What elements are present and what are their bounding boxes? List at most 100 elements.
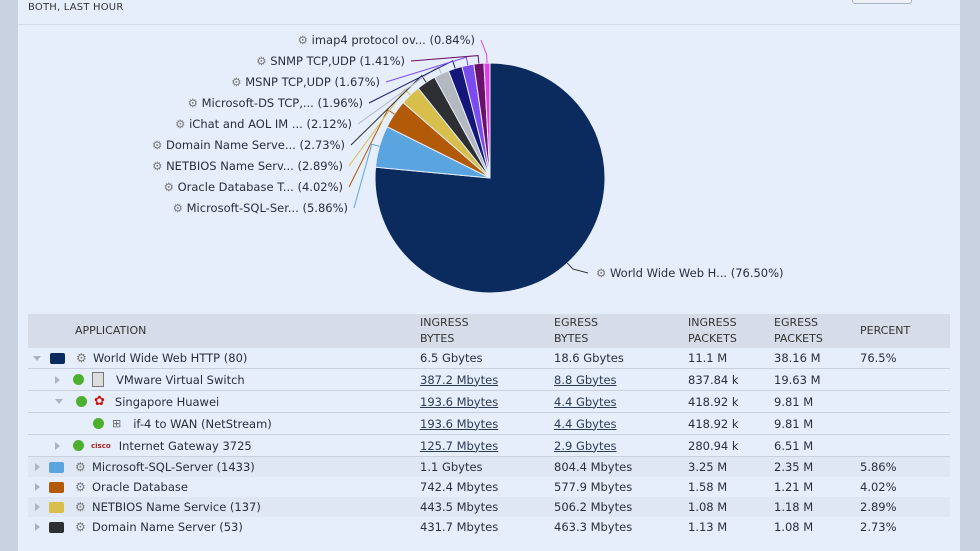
ingress-link[interactable]: 387.2 Mbytes (420, 372, 499, 387)
table-cell: ⚙ Oracle Database (28, 477, 420, 497)
gear-icon: ⚙ (173, 201, 187, 215)
table-cell: 125.7 Mbytes (420, 434, 554, 457)
table-cell: 1.1 Gbytes (420, 456, 554, 477)
table-cell: ⚙ NETBIOS Name Service (137) (28, 497, 420, 517)
text: EGRESS (554, 316, 599, 329)
node-name[interactable]: Internet Gateway 3725 (118, 438, 252, 453)
slice-label[interactable]: ⚙ MSNP TCP,UDP (1.67%) (231, 75, 380, 89)
slice-label[interactable]: ⚙ Domain Name Serve... (2.73%) (152, 138, 345, 152)
node-name[interactable]: Singapore Huawei (114, 394, 220, 409)
panel-menu-button[interactable] (852, 0, 912, 4)
table-row[interactable]: ⚙ Oracle Database 742.4 Mbytes 577.9 Mbyte… (28, 477, 950, 497)
slice-label[interactable]: ⚙ SNMP TCP,UDP (1.41%) (256, 54, 405, 68)
status-up-icon (76, 396, 87, 407)
status-up-icon (93, 418, 104, 429)
col-ingress-packets[interactable]: INGRESS PACKETS (688, 314, 774, 348)
table-row[interactable]: cisco Internet Gateway 3725 125.7 Mbytes 2… (28, 434, 950, 457)
egress-link[interactable]: 4.4 Gbytes (554, 394, 617, 409)
expand-icon[interactable] (35, 503, 40, 511)
color-swatch (49, 461, 64, 473)
app-name[interactable]: Oracle Database (92, 480, 188, 494)
app-name[interactable]: World Wide Web HTTP (80) (93, 351, 248, 365)
expand-icon[interactable] (55, 375, 60, 384)
slice-label[interactable]: ⚙ imap4 protocol ov... (0.84%) (298, 33, 475, 47)
table-cell: 9.81 M (774, 412, 860, 435)
gear-icon: ⚙ (188, 96, 202, 110)
egress-link[interactable]: 8.8 Gbytes (554, 372, 617, 387)
table-cell: 1.08 M (688, 497, 774, 517)
node-name[interactable]: VMware Virtual Switch (116, 372, 245, 387)
interface-name[interactable]: if-4 to WAN (NetStream) (133, 416, 272, 431)
slice-label[interactable]: ⚙ NETBIOS Name Serv... (2.89%) (152, 159, 343, 173)
table-cell: 5.86% (860, 456, 950, 477)
table-cell: 1.21 M (774, 480, 814, 494)
text: INGRESS (420, 316, 469, 329)
table-cell: 742.4 Mbytes (420, 480, 499, 494)
table-cell: 280.94 k (688, 434, 774, 457)
text: BYTES (420, 332, 455, 345)
ingress-link[interactable]: 193.6 Mbytes (420, 394, 499, 409)
gear-icon: ⚙ (152, 138, 166, 152)
expand-icon[interactable] (35, 463, 40, 471)
table-row[interactable]: ✿ Singapore Huawei 193.6 Mbytes 4.4 Gbytes… (28, 390, 950, 413)
pie-slice[interactable] (374, 62, 606, 294)
slice-label[interactable]: ⚙ World Wide Web H... (76.50%) (596, 266, 784, 280)
table-row[interactable]: ⊞ if-4 to WAN (NetStream) 193.6 Mbytes 4.4… (28, 412, 950, 435)
leader-line (480, 39, 488, 64)
collapse-icon[interactable] (33, 355, 41, 361)
divider (18, 24, 960, 25)
netflow-panel: BOTH, LAST HOUR ⚙ World Wide Web H... (7… (18, 0, 960, 551)
color-swatch (49, 521, 64, 533)
gear-icon: ⚙ (231, 75, 245, 89)
table-cell (860, 412, 950, 435)
table-cell: 193.6 Mbytes (420, 412, 554, 435)
egress-link[interactable]: 4.4 Gbytes (554, 416, 617, 431)
table-cell: 8.8 Gbytes (554, 368, 688, 391)
table-cell: 6.5 Gbytes (420, 348, 554, 369)
col-percent[interactable]: PERCENT (860, 314, 950, 348)
leader-line (567, 262, 589, 274)
huawei-logo-icon: ✿ (94, 394, 105, 409)
table-row[interactable]: ⚙ Microsoft-SQL-Server (1433) 1.1 Gbytes 8… (28, 456, 950, 477)
collapse-icon[interactable] (55, 399, 63, 404)
ingress-link[interactable]: 125.7 Mbytes (420, 438, 499, 453)
color-swatch (49, 481, 64, 493)
leader-line (353, 143, 380, 209)
table-cell: VMware Virtual Switch (28, 368, 420, 391)
slice-label[interactable]: ⚙ Microsoft-DS TCP,... (1.96%) (188, 96, 363, 110)
table-cell: 1.18 M (774, 497, 860, 517)
col-ingress-bytes[interactable]: INGRESS BYTES (420, 314, 554, 348)
egress-link[interactable]: 2.9 Gbytes (554, 438, 617, 453)
col-egress-bytes[interactable]: EGRESS BYTES (554, 314, 688, 348)
table-cell: 387.2 Mbytes (420, 368, 554, 391)
expand-icon[interactable] (35, 483, 40, 491)
table-cell: 4.4 Gbytes (554, 390, 688, 413)
text: PACKETS (774, 332, 823, 345)
expand-icon[interactable] (55, 441, 60, 450)
text: INGRESS (688, 316, 737, 329)
slice-label[interactable]: ⚙ Microsoft-SQL-Ser... (5.86%) (173, 201, 348, 215)
table-cell (860, 368, 950, 391)
slice-label[interactable]: ⚙ Oracle Database T... (4.02%) (164, 180, 343, 194)
table-cell: ✿ Singapore Huawei (28, 390, 420, 413)
table-cell: 418.92 k (688, 412, 774, 435)
slice-label[interactable]: ⚙ iChat and AOL IM ... (2.12%) (175, 117, 352, 131)
table-row[interactable]: ⚙ NETBIOS Name Service (137) 443.5 Mbytes… (28, 497, 950, 517)
table-cell: 1.08 M (774, 520, 814, 534)
table-row[interactable]: ⚙ Domain Name Server (53) 431.7 Mbytes 463… (28, 517, 950, 537)
expand-icon[interactable] (35, 523, 40, 531)
col-egress-packets[interactable]: EGRESS PACKETS (774, 314, 860, 348)
app-name[interactable]: Microsoft-SQL-Server (1433) (92, 460, 255, 474)
table-cell: 2.35 M (774, 456, 860, 477)
app-name[interactable]: Domain Name Server (53) (92, 520, 243, 534)
gear-icon: ⚙ (164, 180, 178, 194)
text: BYTES (554, 332, 589, 345)
text: PACKETS (688, 332, 737, 345)
table-row[interactable]: ⚙ World Wide Web HTTP (80) 6.5 Gbytes 18.6… (28, 348, 950, 369)
ingress-link[interactable]: 193.6 Mbytes (420, 416, 499, 431)
app-name[interactable]: NETBIOS Name Service (137) (92, 500, 261, 514)
col-application[interactable]: APPLICATION (28, 314, 420, 348)
table-cell: 463.3 Mbytes (554, 520, 633, 534)
table-cell: 9.81 M (774, 390, 860, 413)
table-row[interactable]: VMware Virtual Switch 387.2 Mbytes 8.8 Gb… (28, 368, 950, 391)
